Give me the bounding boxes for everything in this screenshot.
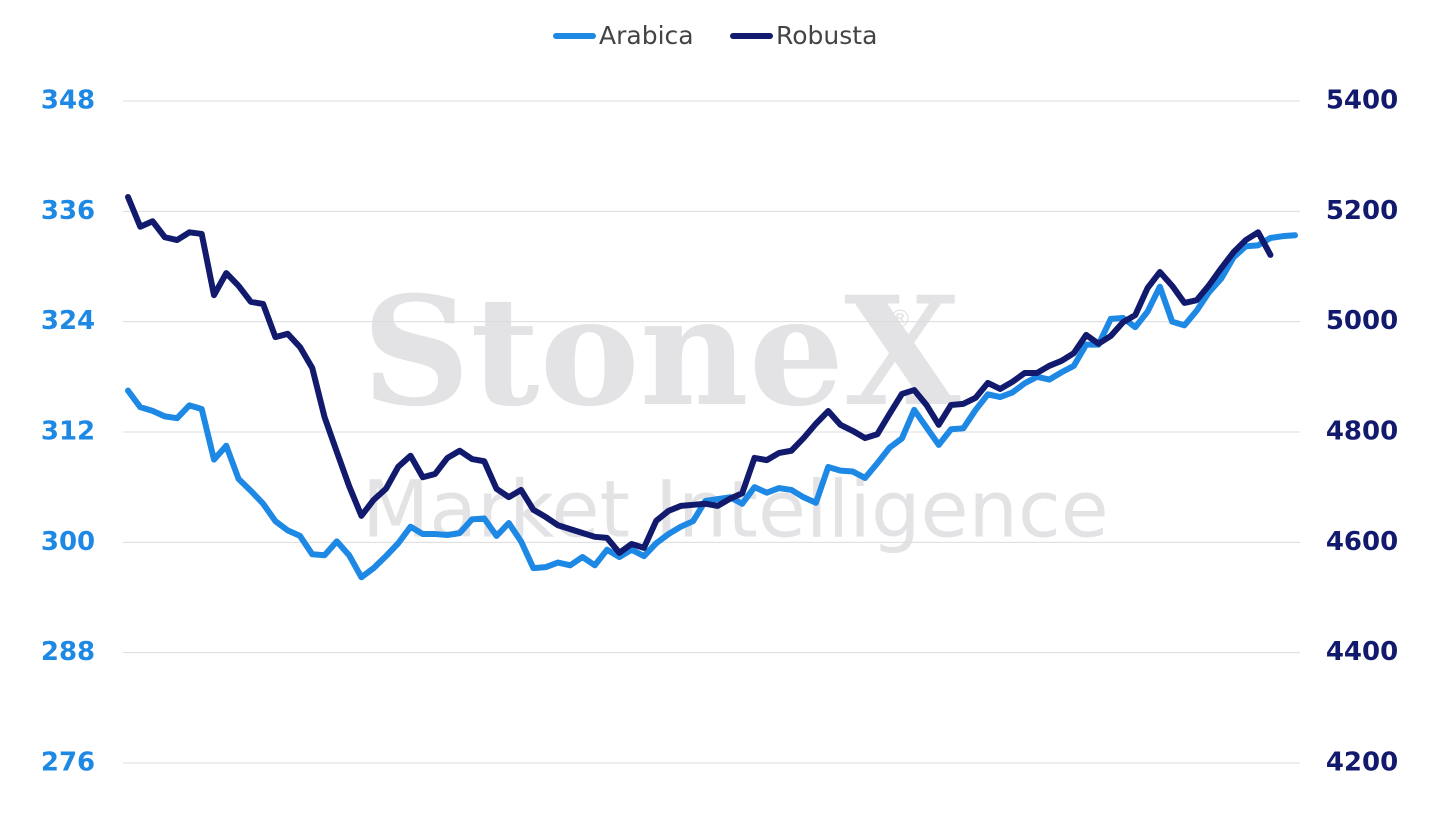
- y-tick-label: 324: [41, 306, 95, 336]
- legend-label: Robusta: [776, 21, 877, 50]
- y2-tick-label: 5400: [1326, 86, 1398, 116]
- y-tick-label: 300: [41, 527, 95, 557]
- y2-tick-label: 4600: [1326, 527, 1398, 557]
- watermark-title: StoneX: [362, 264, 961, 440]
- y-tick-label: 336: [41, 196, 95, 226]
- y2-tick-label: 4800: [1326, 417, 1398, 447]
- legend-item: Arabica: [553, 21, 694, 50]
- legend-label: Arabica: [599, 21, 694, 50]
- y-tick-label: 348: [41, 86, 95, 116]
- watermark: StoneX ® Market Intelligence: [362, 264, 1109, 556]
- y2-tick-label: 5000: [1326, 306, 1398, 336]
- y2-tick-label: 4200: [1326, 748, 1398, 778]
- y-tick-label: 276: [41, 748, 95, 778]
- series-line: [125, 193, 1274, 556]
- y2-tick-label: 5200: [1326, 196, 1398, 226]
- watermark-mark: ®: [888, 305, 912, 333]
- legend-item: Robusta: [730, 21, 877, 50]
- y-tick-label: 312: [41, 417, 95, 447]
- y-tick-label: 288: [41, 637, 95, 667]
- y2-tick-label: 4400: [1326, 637, 1398, 667]
- watermark-subtitle: Market Intelligence: [362, 465, 1109, 555]
